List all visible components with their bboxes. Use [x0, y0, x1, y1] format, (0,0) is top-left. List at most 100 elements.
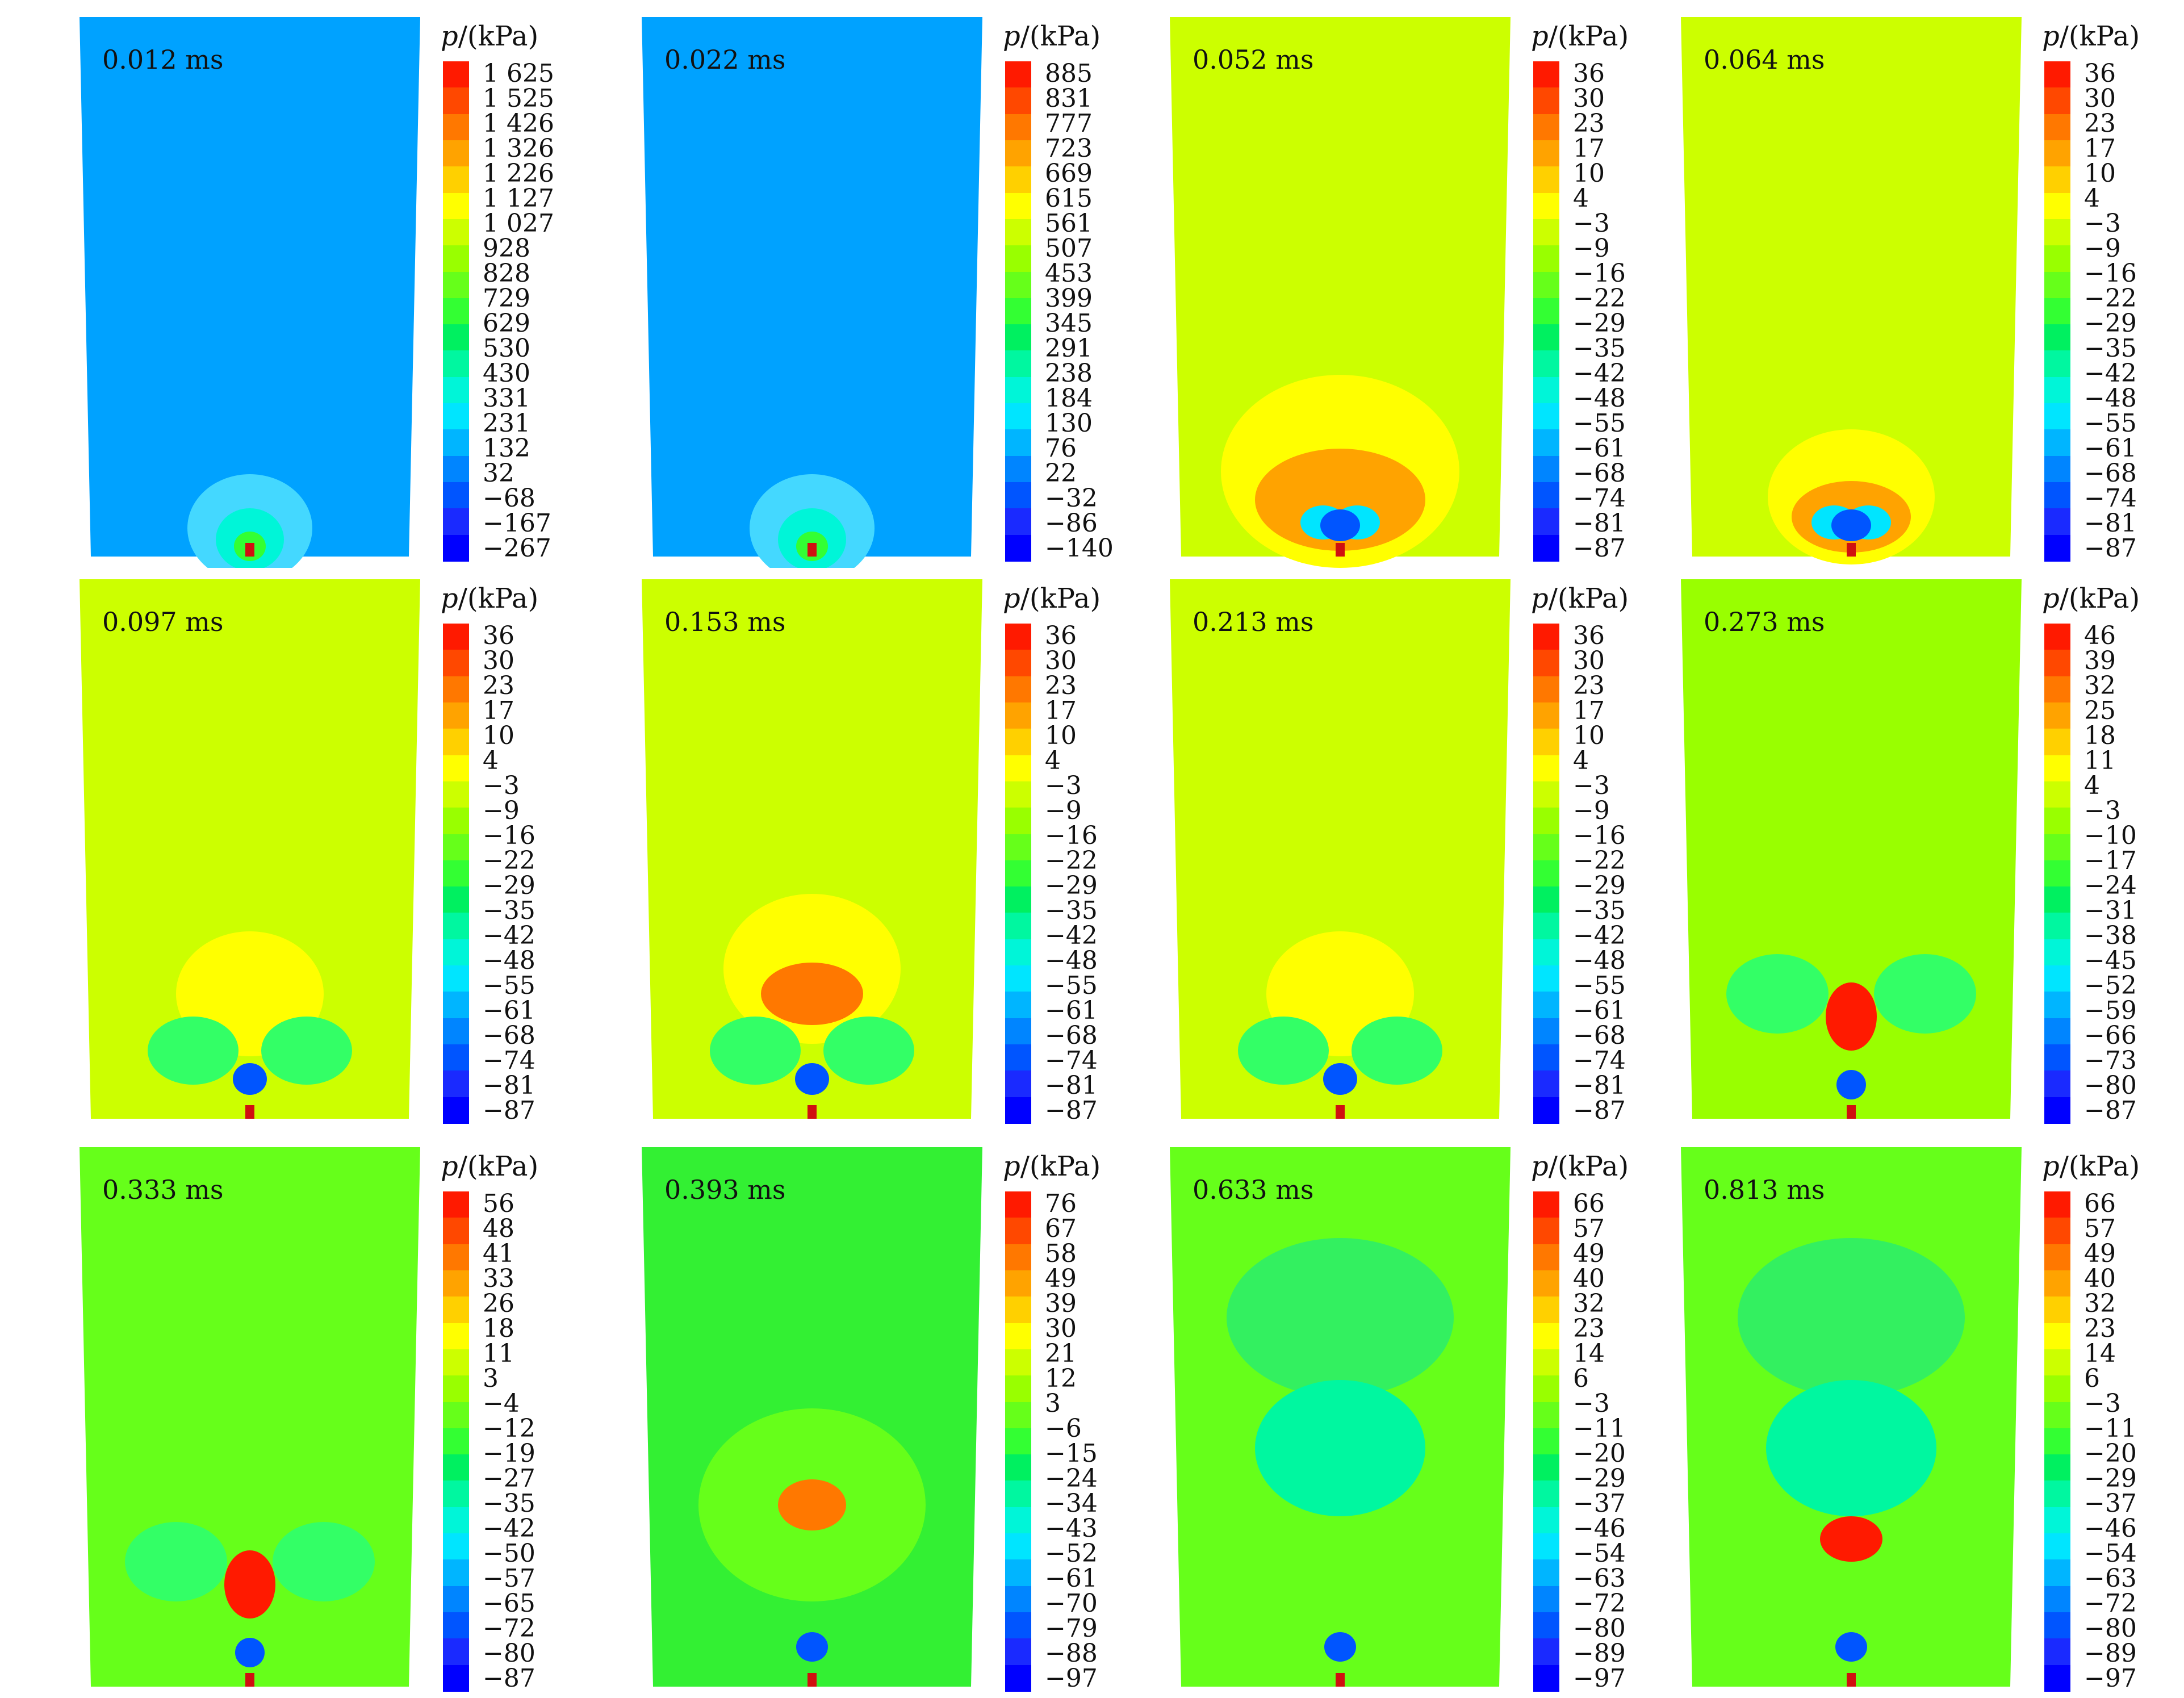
- color-legend: p/(kPa) 46 39 32 25 18 11 4 −3 −10 −17 −24 −31 −38 −45…: [2042, 574, 2184, 1130]
- vortex-right: [261, 1017, 352, 1085]
- color-bar-segment: [1005, 781, 1031, 809]
- tick-label: −87: [2084, 534, 2137, 563]
- color-bar-segment: [1005, 350, 1031, 378]
- unit-label: p/(kPa): [1531, 583, 1629, 614]
- pressure-field-svg: [1170, 17, 1511, 568]
- tick-label: −3: [2084, 1389, 2121, 1418]
- unit-label: p/(kPa): [1531, 20, 1629, 52]
- color-bar-segment: [1005, 245, 1031, 273]
- color-bar-segment: [1533, 245, 1559, 273]
- color-bar-segment: [2044, 1218, 2070, 1245]
- color-legend: p/(kPa) 1 625 1 525 1 426 1 326 1 226 1 127 1 0…: [441, 11, 613, 568]
- cavity-core: [1323, 1063, 1357, 1095]
- tick-label: −50: [483, 1539, 535, 1568]
- tick-label: 49: [1573, 1239, 1605, 1268]
- unit-label: p/(kPa): [441, 1151, 539, 1182]
- color-bar-segment: [1005, 219, 1031, 246]
- color-bar: [1005, 624, 1031, 1124]
- color-bar-segment: [1533, 219, 1559, 246]
- pressure-field-plot: 0.333 ms: [80, 1141, 591, 1698]
- tick-label: 17: [1573, 134, 1605, 163]
- color-bar-segment: [1533, 1097, 1559, 1124]
- tick-label: −20: [1573, 1439, 1626, 1468]
- tick-label: −16: [1045, 821, 1098, 850]
- color-bar-segment: [443, 676, 469, 703]
- tick-label: 32: [483, 459, 514, 488]
- tick-label: −42: [1045, 921, 1098, 950]
- tick-label: −74: [1573, 1046, 1626, 1075]
- tick-label: −15: [1045, 1439, 1098, 1468]
- tick-label: −87: [1573, 534, 1626, 563]
- tick-label: −22: [1573, 284, 1626, 313]
- color-bar-segment: [1005, 1533, 1031, 1561]
- cavity-core: [795, 1063, 829, 1095]
- tick-label: −22: [1573, 846, 1626, 875]
- color-bar-segment: [2044, 1296, 2070, 1324]
- color-legend: p/(kPa) 36 30 23 17 10 4 −3 −9 −16 −22 −29 −35 −42 −48…: [441, 574, 613, 1130]
- tick-label: −34: [1045, 1489, 1098, 1518]
- tick-label: −73: [2084, 1046, 2137, 1075]
- tick-label: −29: [2084, 309, 2137, 338]
- tick-label: 56: [483, 1189, 514, 1218]
- tick-label: 66: [1573, 1189, 1605, 1218]
- tick-label: −29: [1573, 309, 1626, 338]
- tick-label: −81: [483, 1071, 535, 1100]
- color-bar-segment: [1005, 1507, 1031, 1534]
- color-bar-segment: [1005, 650, 1031, 677]
- color-bar-segment: [443, 166, 469, 194]
- pressure-field-plot: 0.213 ms: [1170, 574, 1681, 1130]
- tick-label: −72: [483, 1614, 535, 1643]
- color-bar-segment: [2044, 350, 2070, 378]
- unit-label: p/(kPa): [1003, 583, 1101, 614]
- tick-label: −32: [1045, 484, 1098, 513]
- domain-shape: [642, 17, 982, 557]
- color-bar-segment: [2044, 1664, 2070, 1692]
- pressure-field-svg: [1681, 1147, 2022, 1687]
- color-bar-segment: [1005, 1454, 1031, 1482]
- color-bar: [443, 61, 469, 562]
- tick-label: −61: [1045, 1564, 1098, 1593]
- color-bar-segment: [1005, 1664, 1031, 1692]
- simulation-panel: 0.213 ms p/(kPa) 36 30 23 17 10 4 −3 −9 −16 −22 −29−…: [1170, 574, 1704, 1130]
- color-bar-segment: [1005, 1097, 1031, 1124]
- color-bar-segment: [2044, 245, 2070, 273]
- color-bar-segment: [1005, 1270, 1031, 1298]
- color-bar-segment: [1533, 324, 1559, 352]
- color-bar: [443, 624, 469, 1124]
- vortex-left: [148, 1017, 239, 1085]
- cavity-core: [1831, 509, 1871, 541]
- tick-label: −19: [483, 1439, 535, 1468]
- tick-label: −9: [483, 796, 520, 825]
- tick-label: −55: [2084, 409, 2137, 438]
- color-bar: [1533, 1191, 1559, 1692]
- tick-label: 507: [1045, 234, 1093, 263]
- tick-label: −63: [2084, 1564, 2137, 1593]
- tick-label: −89: [2084, 1639, 2137, 1668]
- color-bar-segment: [1005, 1018, 1031, 1045]
- color-bar-segment: [1533, 1191, 1559, 1219]
- tick-label: 10: [483, 721, 514, 750]
- pressure-peak: [1820, 1516, 1882, 1562]
- tick-label: 184: [1045, 384, 1093, 413]
- tick-label: 1 426: [483, 109, 554, 138]
- color-bar-segment: [2044, 1454, 2070, 1482]
- color-bar-segment: [2044, 114, 2070, 141]
- color-bar-segment: [2044, 1586, 2070, 1613]
- nozzle-mark: [808, 543, 817, 557]
- time-label: 0.813 ms: [1704, 1174, 1825, 1205]
- color-bar-segment: [1005, 114, 1031, 141]
- tick-label: 48: [483, 1214, 514, 1243]
- color-bar-segment: [1005, 1428, 1031, 1456]
- tick-label: −86: [1045, 509, 1098, 538]
- tick-label: 615: [1045, 184, 1093, 213]
- tick-label: 58: [1045, 1239, 1077, 1268]
- pressure-peak: [778, 1479, 846, 1530]
- pressure-dome-inner: [761, 963, 863, 1025]
- pressure-peak: [1826, 982, 1877, 1051]
- simulation-panel: 0.273 ms p/(kPa) 46 39 32 25 18 11 4 −3 −10 −17 −24−…: [1681, 574, 2184, 1130]
- nozzle-mark: [1847, 543, 1856, 557]
- color-bar-segment: [2044, 1097, 2070, 1124]
- color-bar-segment: [2044, 860, 2070, 888]
- color-bar-segment: [1533, 650, 1559, 677]
- tick-label: 729: [483, 284, 530, 313]
